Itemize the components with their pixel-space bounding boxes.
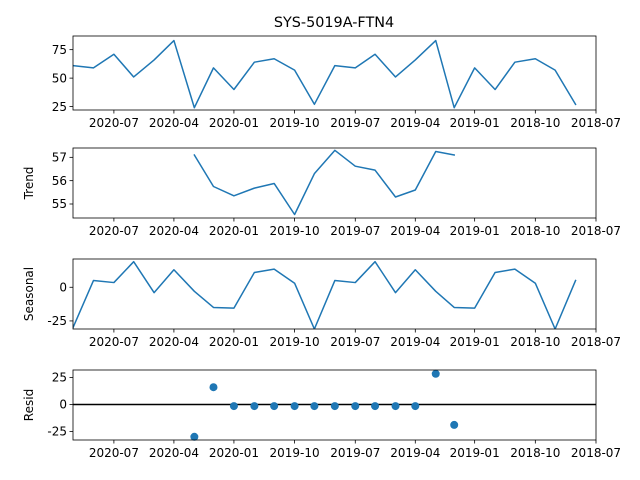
trend-series-line <box>193 149 456 216</box>
resid-point <box>330 402 339 411</box>
x-tick-label: 2019-01 <box>450 335 500 349</box>
resid-point <box>229 402 238 411</box>
y-tick-label: -25 <box>47 425 67 439</box>
panel-trend: 55 56 57 2020-07 2020-04 2020-01 2019-10 2019-0… <box>22 147 621 238</box>
y-tick-label: 0 <box>59 398 67 412</box>
x-tick-label: 2018-10 <box>510 335 560 349</box>
x-tick-label: 2018-07 <box>571 446 621 460</box>
x-tick-label: 2020-04 <box>149 446 199 460</box>
x-tick-label: 2020-01 <box>209 335 259 349</box>
x-tick-label: 2020-04 <box>149 116 199 130</box>
x-tick-label: 2018-10 <box>510 224 560 238</box>
x-tick-label: 2020-04 <box>149 335 199 349</box>
x-tick-label: 2018-10 <box>510 116 560 130</box>
observed-axes-frame <box>72 35 597 111</box>
x-tick-label: 2018-07 <box>571 116 621 130</box>
y-tick-label: 75 <box>52 43 67 57</box>
x-tick-label: 2019-07 <box>330 116 380 130</box>
resid-point <box>250 402 259 411</box>
resid-y-axis-label: Resid <box>22 389 36 421</box>
resid-point <box>351 402 360 411</box>
x-tick-label: 2020-07 <box>89 224 139 238</box>
x-tick-label: 2020-01 <box>209 446 259 460</box>
y-tick-label: 50 <box>52 71 67 85</box>
x-tick-label: 2019-01 <box>450 224 500 238</box>
y-tick-label: 57 <box>52 151 67 165</box>
x-tick-label: 2019-04 <box>390 335 440 349</box>
x-tick-label: 2020-07 <box>89 335 139 349</box>
x-tick-label: 2019-10 <box>270 335 320 349</box>
observed-series-line <box>73 39 577 109</box>
resid-point <box>209 383 218 392</box>
resid-point <box>371 402 380 411</box>
y-tick-label: 55 <box>52 197 67 211</box>
x-tick-label: 2019-04 <box>390 116 440 130</box>
y-tick-label: 56 <box>52 174 67 188</box>
x-tick-label: 2019-07 <box>330 446 380 460</box>
trend-y-axis-label: Trend <box>22 167 36 201</box>
resid-point <box>310 402 319 411</box>
x-tick-label: 2018-07 <box>571 224 621 238</box>
resid-point <box>270 402 279 411</box>
x-tick-label: 2018-07 <box>571 335 621 349</box>
x-tick-label: 2020-01 <box>209 224 259 238</box>
resid-point <box>431 369 440 378</box>
x-tick-label: 2020-04 <box>149 224 199 238</box>
x-tick-label: 2019-04 <box>390 446 440 460</box>
resid-point <box>391 402 400 411</box>
resid-point <box>290 402 299 411</box>
panel-observed: 25 50 75 2020-07 2020-04 2020-01 2019-10 2019-0… <box>52 35 621 130</box>
seasonal-y-axis-label: Seasonal <box>22 267 36 321</box>
x-tick-label: 2019-10 <box>270 116 320 130</box>
x-tick-label: 2020-07 <box>89 116 139 130</box>
x-tick-label: 2019-07 <box>330 335 380 349</box>
panel-seasonal: -25 0 2020-07 2020-04 2020-01 2019-10 2019-07 2… <box>22 258 621 349</box>
x-tick-label: 2020-07 <box>89 446 139 460</box>
x-tick-label: 2019-07 <box>330 224 380 238</box>
x-tick-label: 2018-10 <box>510 446 560 460</box>
trend-axes-frame <box>72 147 597 219</box>
resid-point <box>450 420 459 429</box>
resid-axes-frame <box>72 369 597 441</box>
y-tick-label: 25 <box>52 371 67 385</box>
x-tick-label: 2019-04 <box>390 224 440 238</box>
x-tick-label: 2019-01 <box>450 446 500 460</box>
seasonal-series-line <box>73 260 577 329</box>
y-tick-label: 25 <box>52 100 67 114</box>
chart-title: SYS-5019A-FTN4 <box>274 15 394 31</box>
panel-resid: -25 0 25 2020-07 2020-04 2020-01 2019-10 2019-0… <box>22 369 621 460</box>
x-tick-label: 2019-01 <box>450 116 500 130</box>
resid-point <box>190 432 199 441</box>
panels: 25 50 75 2020-07 2020-04 2020-01 2019-10 2019-0… <box>22 35 621 460</box>
x-tick-label: 2019-10 <box>270 224 320 238</box>
x-tick-label: 2020-01 <box>209 116 259 130</box>
x-tick-label: 2019-10 <box>270 446 320 460</box>
y-tick-label: -25 <box>47 314 67 328</box>
resid-point <box>411 402 420 411</box>
y-tick-label: 0 <box>59 280 67 294</box>
seasonal-axes-frame <box>72 258 597 330</box>
